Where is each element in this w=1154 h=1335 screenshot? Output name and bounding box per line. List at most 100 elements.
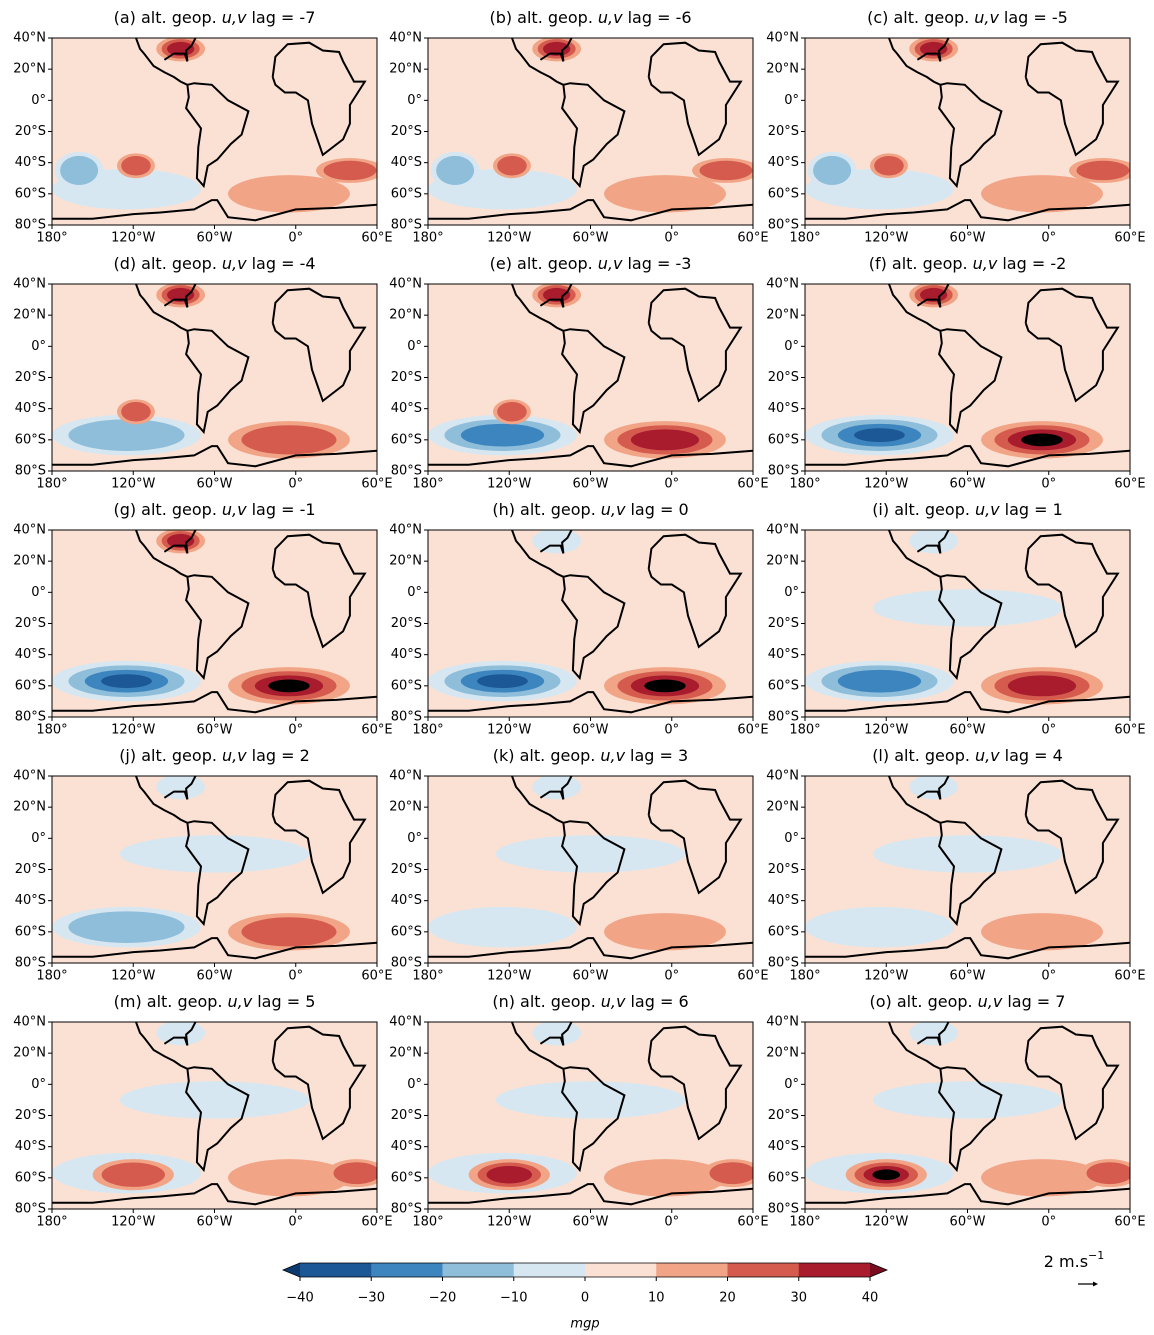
coastline — [647, 533, 743, 649]
anomaly-contour — [1086, 1162, 1130, 1185]
title-prefix: (e) alt. geop. — [490, 254, 593, 273]
y-tick-label: 20°N — [389, 308, 422, 323]
y-tick-label: 40°N — [766, 277, 799, 292]
y-tick-label: 80°S — [15, 956, 46, 971]
x-tick-label: 0° — [664, 477, 679, 492]
y-tick-label: 40°S — [15, 1139, 46, 1154]
coastline — [52, 199, 377, 222]
anomaly-contour — [228, 175, 350, 213]
anomaly-contour — [709, 1162, 753, 1185]
x-tick-label: 180° — [36, 969, 67, 984]
x-tick-label: 120°W — [487, 231, 531, 246]
x-tick-label: 0° — [664, 969, 679, 984]
y-tick-label: 60°S — [15, 924, 46, 939]
map-panel — [428, 38, 753, 225]
x-tick-label: 60°W — [950, 723, 986, 738]
panel-title: (m) alt. geop. u,v lag = 5 — [114, 992, 316, 1011]
y-tick-label: 20°N — [13, 1046, 46, 1061]
coastline — [428, 199, 753, 222]
y-tick-label: 40°S — [15, 893, 46, 908]
coastline — [539, 1022, 573, 1046]
anomaly-contour — [981, 913, 1103, 951]
anomaly-contour — [919, 41, 948, 56]
map-panel — [805, 530, 1130, 717]
coastline — [916, 776, 950, 800]
coastline — [539, 284, 573, 308]
y-tick-label: 40°N — [389, 769, 422, 784]
y-tick-label: 20°S — [15, 370, 46, 385]
anomaly-contour — [604, 913, 726, 951]
y-tick-label: 0° — [407, 1077, 422, 1092]
colorbar-bin — [798, 1263, 871, 1277]
coastline — [916, 530, 950, 554]
y-tick-label: 60°S — [768, 186, 799, 201]
panel-title: (b) alt. geop. u,v lag = -6 — [489, 8, 691, 27]
y-tick-label: 60°S — [15, 432, 46, 447]
vector-key-arrow — [1078, 1281, 1098, 1287]
colorbar-bin — [656, 1263, 728, 1277]
panel-title: (o) alt. geop. u,v lag = 7 — [870, 992, 1066, 1011]
anomaly-contour — [872, 835, 1063, 873]
colorbar-tick-label: 20 — [719, 1291, 736, 1306]
anomaly-contour — [497, 156, 527, 176]
y-tick-label: 60°S — [391, 678, 422, 693]
coastline — [805, 199, 1130, 222]
anomaly-contour — [166, 41, 195, 56]
x-tick-label: 120°W — [111, 723, 155, 738]
y-tick-label: 40°S — [391, 893, 422, 908]
title-lag: lag = -1 — [252, 500, 316, 519]
y-tick-label: 40°S — [768, 647, 799, 662]
anomaly-contour — [68, 419, 185, 451]
y-tick-label: 0° — [784, 93, 799, 108]
y-tick-label: 0° — [31, 339, 46, 354]
x-tick-label: 0° — [288, 969, 303, 984]
title-vars: u,v — [228, 992, 253, 1011]
anomaly-contour — [428, 906, 577, 948]
panel-title: (a) alt. geop. u,v lag = -7 — [114, 8, 316, 27]
x-tick-label: 60°E — [737, 723, 768, 738]
anomaly-contour — [699, 160, 753, 181]
map-panel — [52, 284, 377, 471]
title-lag: lag = 0 — [630, 500, 688, 519]
y-tick-label: 40°S — [768, 155, 799, 170]
anomaly-contour — [68, 911, 185, 943]
y-tick-label: 80°S — [391, 956, 422, 971]
y-tick-label: 60°S — [768, 432, 799, 447]
x-tick-label: 180° — [36, 231, 67, 246]
y-tick-label: 0° — [31, 585, 46, 600]
x-tick-label: 60°E — [361, 969, 392, 984]
anomaly-contour — [1007, 675, 1077, 697]
title-vars: u,v — [975, 500, 1000, 519]
title-lag: lag = 4 — [1005, 746, 1063, 765]
y-tick-label: 80°S — [391, 464, 422, 479]
title-prefix: (i) alt. geop. — [872, 500, 970, 519]
coastline — [511, 38, 626, 189]
title-vars: u,v — [601, 500, 626, 519]
title-lag: lag = 3 — [630, 746, 688, 765]
x-tick-label: 120°W — [111, 1215, 155, 1230]
coastline — [888, 38, 1003, 189]
y-tick-label: 60°S — [768, 1170, 799, 1185]
x-tick-label: 60°E — [737, 1215, 768, 1230]
anomaly-contour — [268, 679, 310, 693]
y-tick-label: 60°S — [15, 1170, 46, 1185]
y-tick-label: 0° — [784, 585, 799, 600]
y-tick-label: 20°S — [768, 862, 799, 877]
x-tick-label: 0° — [288, 723, 303, 738]
anomaly-contour — [477, 674, 528, 689]
x-tick-label: 120°W — [864, 723, 908, 738]
coastline — [511, 1022, 626, 1173]
y-tick-label: 20°S — [15, 862, 46, 877]
colorbar-tick-label: 40 — [862, 1291, 879, 1306]
title-prefix: (d) alt. geop. — [113, 254, 216, 273]
title-vars: u,v — [978, 992, 1003, 1011]
y-tick-label: 20°N — [389, 554, 422, 569]
title-prefix: (o) alt. geop. — [870, 992, 973, 1011]
y-tick-label: 60°S — [15, 678, 46, 693]
colorbar-tick-label: −20 — [429, 1291, 456, 1306]
y-tick-label: 0° — [31, 831, 46, 846]
title-vars: u,v — [973, 254, 998, 273]
anomaly-contour — [156, 1022, 206, 1046]
coastline — [163, 1022, 197, 1046]
map-panel — [805, 1022, 1130, 1209]
